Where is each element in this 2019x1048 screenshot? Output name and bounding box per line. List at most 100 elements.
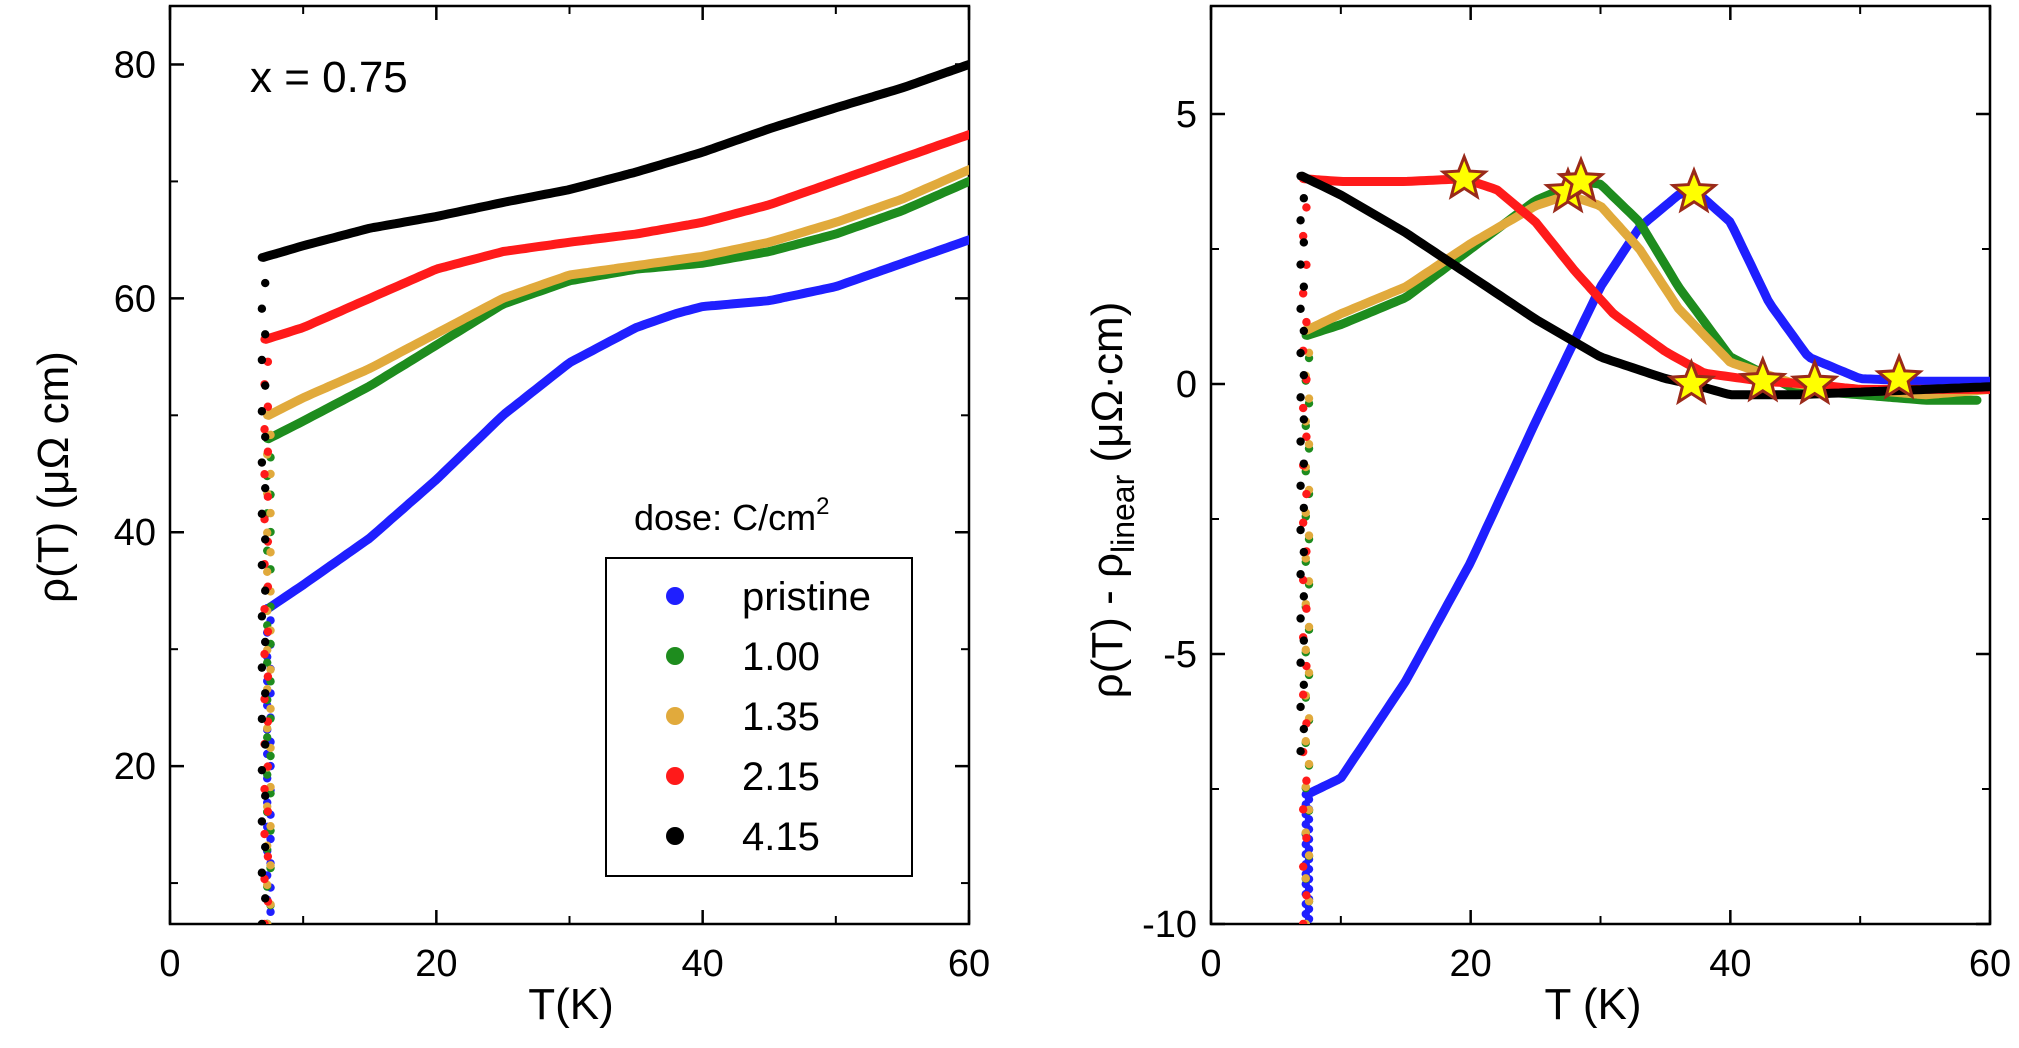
transition-point [261, 689, 270, 698]
transition-point [260, 874, 269, 884]
legend: dose: C/cm2 pristine 1.00 1.35 2.15 4.15 [605, 493, 913, 877]
transition-point [1302, 489, 1311, 499]
transition-point [1298, 289, 1308, 298]
transition-point [263, 492, 273, 501]
transition-point [266, 665, 275, 674]
transition-point [257, 304, 267, 313]
transition-point [260, 649, 269, 659]
transition-point [266, 834, 275, 844]
transition-point [1296, 393, 1305, 402]
transition-point [1301, 782, 1310, 792]
transition-point [1301, 874, 1310, 883]
transition-point [266, 469, 275, 479]
transition-point [261, 586, 270, 595]
star-marker [1737, 355, 1788, 403]
transition-point [1296, 658, 1305, 667]
transition-point [257, 817, 267, 826]
composition-annotation: x = 0.75 [250, 53, 408, 102]
star-marker [1556, 155, 1606, 203]
transition-point [1299, 415, 1309, 424]
transition-point [1299, 636, 1309, 645]
transition-point [1296, 747, 1305, 756]
legend-marker [666, 587, 684, 605]
left-x-tick-label: 0 [159, 943, 180, 985]
transition-point [263, 852, 273, 861]
legend-marker [666, 707, 684, 725]
transition-point [257, 868, 267, 877]
transition-point [1296, 216, 1305, 225]
transition-point [266, 704, 275, 713]
transition-point [266, 907, 275, 917]
transition-point [257, 458, 267, 467]
transition-point [1304, 851, 1314, 860]
transition-point [1296, 437, 1305, 446]
right-series-1-35 [1301, 190, 1990, 924]
transition-point [1298, 403, 1308, 413]
transition-point [261, 381, 270, 390]
transition-point [263, 627, 273, 636]
transition-point [1304, 440, 1314, 449]
transition-point [1302, 604, 1311, 613]
transition-point [260, 784, 269, 794]
transition-point [266, 548, 275, 557]
right-y-tick-label: -5 [1163, 634, 1197, 676]
legend-title-sup: 2 [816, 493, 829, 520]
transition-point [257, 765, 267, 775]
transition-point [1296, 570, 1305, 579]
right-x-axis-label: T (K) [1545, 980, 1642, 1029]
series-curve [1297, 171, 1990, 400]
right-y-axis-label-main: ρ(T) - ρ [1083, 553, 1132, 698]
transition-point [1299, 326, 1309, 336]
transition-point [261, 894, 270, 903]
right-x-tick-label: 60 [1969, 943, 2011, 985]
transition-point [1301, 554, 1310, 563]
series-curve [264, 235, 969, 613]
transition-point [261, 278, 270, 288]
star-marker [1669, 166, 1719, 214]
transition-point [1304, 668, 1314, 677]
transition-point [260, 604, 269, 614]
transition-point [266, 861, 275, 870]
transition-point [257, 407, 267, 416]
legend-label: pristine [742, 575, 871, 619]
transition-point [1296, 304, 1305, 314]
transition-point [260, 829, 269, 839]
transition-point [261, 535, 270, 544]
transition-point [261, 483, 270, 493]
transition-point [263, 402, 273, 411]
transition-point [1302, 317, 1311, 327]
transition-point [1302, 432, 1311, 441]
transition-point [1304, 394, 1314, 403]
left-y-axis-label: ρ(T) (μΩ cm) [29, 351, 78, 603]
star-marker [1666, 357, 1717, 406]
legend-marker [666, 767, 684, 785]
series-curve [264, 176, 969, 444]
transition-point [1299, 503, 1309, 513]
right-y-axis-label: ρ(T) - ρlinear (μΩ·cm) [1083, 302, 1141, 699]
left-plot-frame [168, 4, 971, 926]
legend-label: 2.15 [742, 755, 820, 799]
transition-point [260, 470, 269, 479]
transition-point [1302, 776, 1311, 785]
transition-point [1298, 690, 1308, 699]
right-x-tick-label: 0 [1200, 943, 1221, 985]
legend-label: 1.35 [742, 695, 820, 739]
transition-point [261, 740, 270, 749]
transition-point [1296, 525, 1305, 535]
transition-point [1296, 260, 1305, 269]
left-y-tick-label: 60 [114, 278, 156, 320]
transition-point [257, 509, 267, 519]
transition-point [266, 821, 275, 831]
legend-marker [666, 647, 684, 665]
transition-point [263, 733, 272, 742]
right-y-axis-label-tail: (μΩ·cm) [1083, 302, 1132, 475]
transition-point [1299, 370, 1309, 380]
right-panel: 0 20 40 60 -10 -5 0 5 [1142, 4, 2011, 985]
legend-marker [666, 827, 684, 845]
right-y-axis-label-sub: linear [1105, 474, 1141, 553]
legend-box [605, 557, 913, 877]
left-x-axis-label: T(K) [528, 980, 614, 1029]
transition-point [260, 425, 269, 434]
transition-point [1299, 592, 1309, 601]
